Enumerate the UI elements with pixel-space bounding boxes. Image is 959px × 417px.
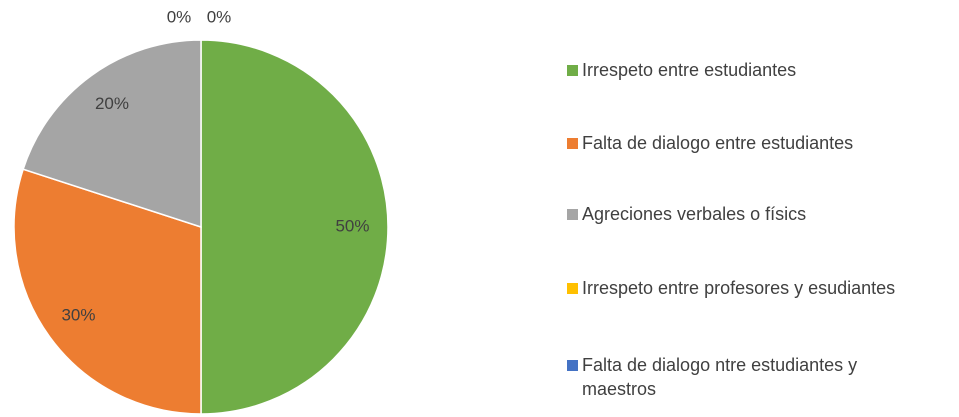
- chart: 50% 30% 20% 0% 0%: [13, 7, 389, 415]
- legend-label: Falta de dialogo entre estudiantes: [582, 133, 854, 153]
- legend-label: Irrespeto entre profesores y esudiantes: [582, 278, 896, 298]
- legend-item: Irrespeto entre estudiantes: [567, 60, 912, 82]
- data-label: 50%: [335, 216, 369, 235]
- data-label: 30%: [61, 306, 95, 325]
- pie-slice: [22, 39, 202, 229]
- data-label: 20%: [95, 94, 129, 113]
- legend-swatch: [567, 283, 578, 294]
- pie-slice: [13, 168, 202, 415]
- legend-swatch: [567, 360, 578, 371]
- legend-item: Falta de dialogo entre estudiantes: [567, 133, 912, 155]
- legend-item: Irrespeto entre profesores y esudiantes: [567, 278, 912, 300]
- legend-item: Falta de dialogo ntre estudiantes y maes…: [567, 355, 912, 401]
- legend-label: Agreciones verbales o físics: [582, 204, 807, 224]
- pie-slice: [200, 39, 389, 415]
- legend-swatch: [567, 209, 578, 220]
- legend-swatch: [567, 138, 578, 149]
- data-label: 0%: [167, 7, 192, 26]
- legend-item: Agreciones verbales o físics: [567, 204, 912, 226]
- legend-label: Irrespeto entre estudiantes: [582, 60, 797, 80]
- data-label: 0%: [207, 7, 232, 26]
- legend-swatch: [567, 65, 578, 76]
- legend-label: Falta de dialogo ntre estudiantes y maes…: [582, 355, 858, 399]
